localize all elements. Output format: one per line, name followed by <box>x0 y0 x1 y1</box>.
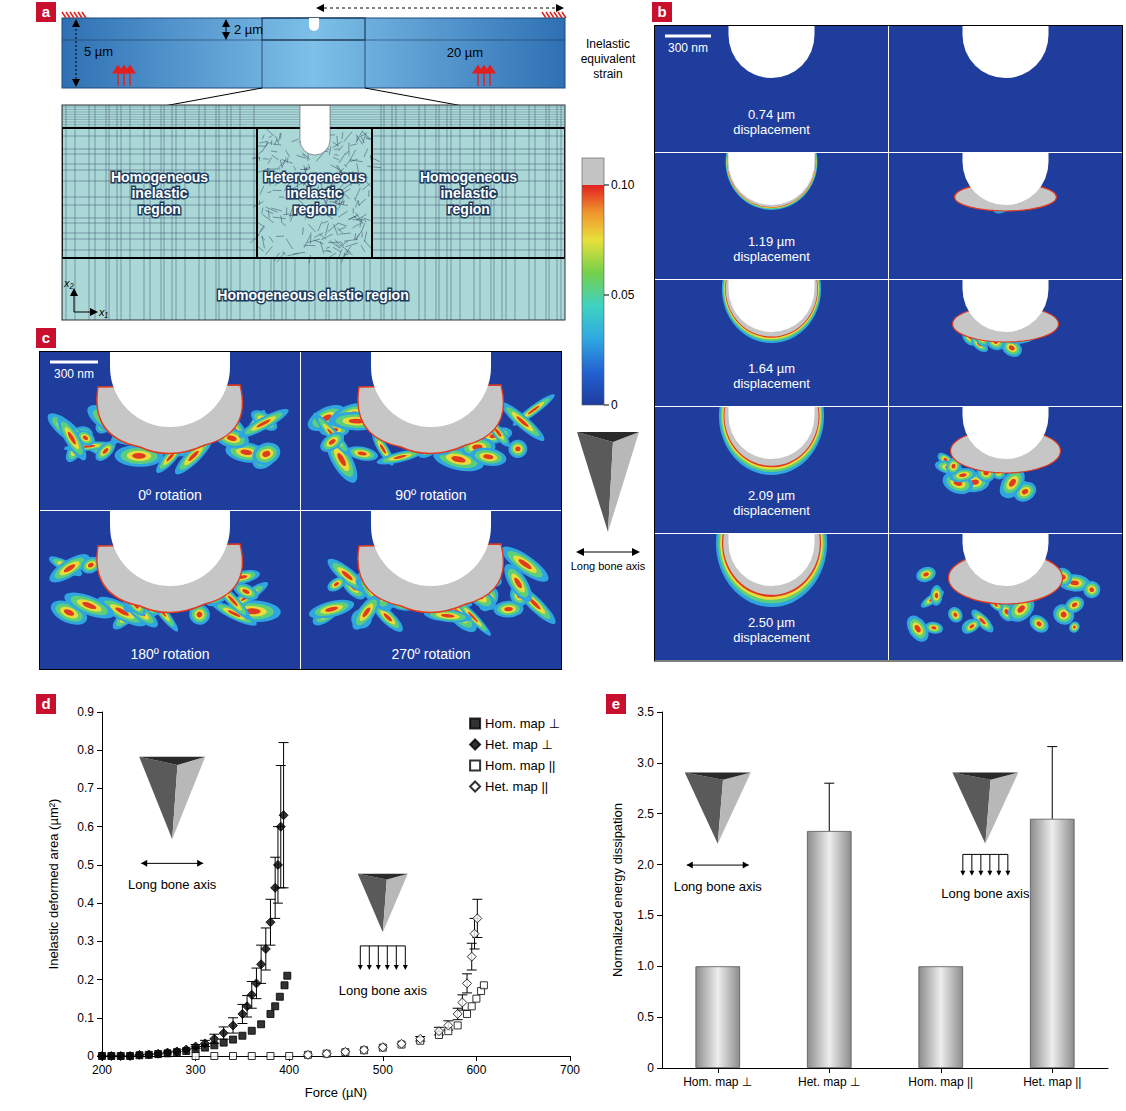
svg-text:Force (µN): Force (µN) <box>305 1085 367 1100</box>
svg-text:1.64 µmdisplacement: 1.64 µmdisplacement <box>733 361 810 391</box>
svg-text:300 nm: 300 nm <box>54 367 94 381</box>
svg-text:0: 0 <box>87 1049 94 1063</box>
svg-text:Long bone axis: Long bone axis <box>941 886 1030 901</box>
html-text:e: e <box>611 695 621 712</box>
svg-text:Hom. map ⊥: Hom. map ⊥ <box>485 716 560 731</box>
svg-text:0.4: 0.4 <box>77 896 94 910</box>
svg-text:Het. map ||: Het. map || <box>1023 1075 1081 1089</box>
html-text:c: c <box>41 329 51 346</box>
svg-text:Long bone axis: Long bone axis <box>674 879 763 894</box>
svg-text:0: 0 <box>647 1061 654 1075</box>
html-text:a: a <box>41 3 51 20</box>
svg-text:0.5: 0.5 <box>637 1010 654 1024</box>
svg-text:0: 0 <box>611 398 618 412</box>
svg-text:Homogeneousinelasticregion: Homogeneousinelasticregion <box>420 169 517 217</box>
svg-text:0.05: 0.05 <box>611 288 635 302</box>
svg-text:Normalized energy dissipation: Normalized energy dissipation <box>610 803 625 977</box>
svg-text:0.2: 0.2 <box>77 973 94 987</box>
svg-text:1.19 µmdisplacement: 1.19 µmdisplacement <box>733 234 810 264</box>
svg-text:300 nm: 300 nm <box>668 41 708 55</box>
svg-text:5 µm: 5 µm <box>84 44 113 59</box>
html-text:b: b <box>657 3 667 20</box>
svg-text:270º rotation: 270º rotation <box>391 646 470 662</box>
svg-text:Homogeneous elastic region: Homogeneous elastic region <box>217 287 408 303</box>
svg-text:20 µm: 20 µm <box>447 45 483 60</box>
svg-text:200: 200 <box>92 1063 112 1077</box>
svg-text:Inelasticequivalentstrain: Inelasticequivalentstrain <box>581 37 636 81</box>
svg-text:300: 300 <box>186 1063 206 1077</box>
svg-text:2 µm: 2 µm <box>234 22 263 37</box>
svg-text:Het. map ⊥: Het. map ⊥ <box>798 1075 860 1089</box>
svg-text:0.8: 0.8 <box>77 743 94 757</box>
svg-text:90º rotation: 90º rotation <box>395 487 466 503</box>
svg-text:180º rotation: 180º rotation <box>130 646 209 662</box>
svg-text:Homogeneousinelasticregion: Homogeneousinelasticregion <box>111 169 208 217</box>
svg-text:Heterogeneousinelasticregion: Heterogeneousinelasticregion <box>264 169 366 217</box>
svg-text:0.10: 0.10 <box>611 178 635 192</box>
svg-text:Long bone axis: Long bone axis <box>128 877 217 892</box>
svg-text:0.3: 0.3 <box>77 934 94 948</box>
svg-text:2.0: 2.0 <box>637 858 654 872</box>
svg-text:0.9: 0.9 <box>77 705 94 719</box>
svg-text:x₂: x₂ <box>63 277 75 289</box>
svg-text:500: 500 <box>373 1063 393 1077</box>
svg-text:1.5: 1.5 <box>637 908 654 922</box>
svg-text:Long bone axis: Long bone axis <box>571 560 646 572</box>
svg-text:0.74 µmdisplacement: 0.74 µmdisplacement <box>733 107 810 137</box>
svg-text:2.09 µmdisplacement: 2.09 µmdisplacement <box>733 488 810 518</box>
html-text:d: d <box>41 695 51 712</box>
svg-text:0.7: 0.7 <box>77 781 94 795</box>
svg-text:Hom. map ||: Hom. map || <box>485 758 555 773</box>
svg-text:1.0: 1.0 <box>637 959 654 973</box>
svg-text:0.6: 0.6 <box>77 820 94 834</box>
svg-text:Long bone axis: Long bone axis <box>339 983 428 998</box>
svg-text:x₁: x₁ <box>98 306 109 318</box>
svg-text:Het. map ||: Het. map || <box>485 779 548 794</box>
svg-text:Inelastic deformed area (µm²): Inelastic deformed area (µm²) <box>46 799 61 970</box>
svg-text:2.50 µmdisplacement: 2.50 µmdisplacement <box>733 615 810 645</box>
svg-text:0.1: 0.1 <box>77 1011 94 1025</box>
svg-text:Het. map ⊥: Het. map ⊥ <box>485 737 553 752</box>
svg-text:700: 700 <box>560 1063 580 1077</box>
svg-text:Hom. map ||: Hom. map || <box>908 1075 973 1089</box>
svg-text:600: 600 <box>466 1063 486 1077</box>
svg-text:400: 400 <box>279 1063 299 1077</box>
svg-text:0º rotation: 0º rotation <box>138 487 202 503</box>
svg-text:3.5: 3.5 <box>637 705 654 719</box>
svg-text:3.0: 3.0 <box>637 756 654 770</box>
svg-text:2.5: 2.5 <box>637 807 654 821</box>
svg-text:0.5: 0.5 <box>77 858 94 872</box>
svg-text:Hom. map ⊥: Hom. map ⊥ <box>683 1075 752 1089</box>
